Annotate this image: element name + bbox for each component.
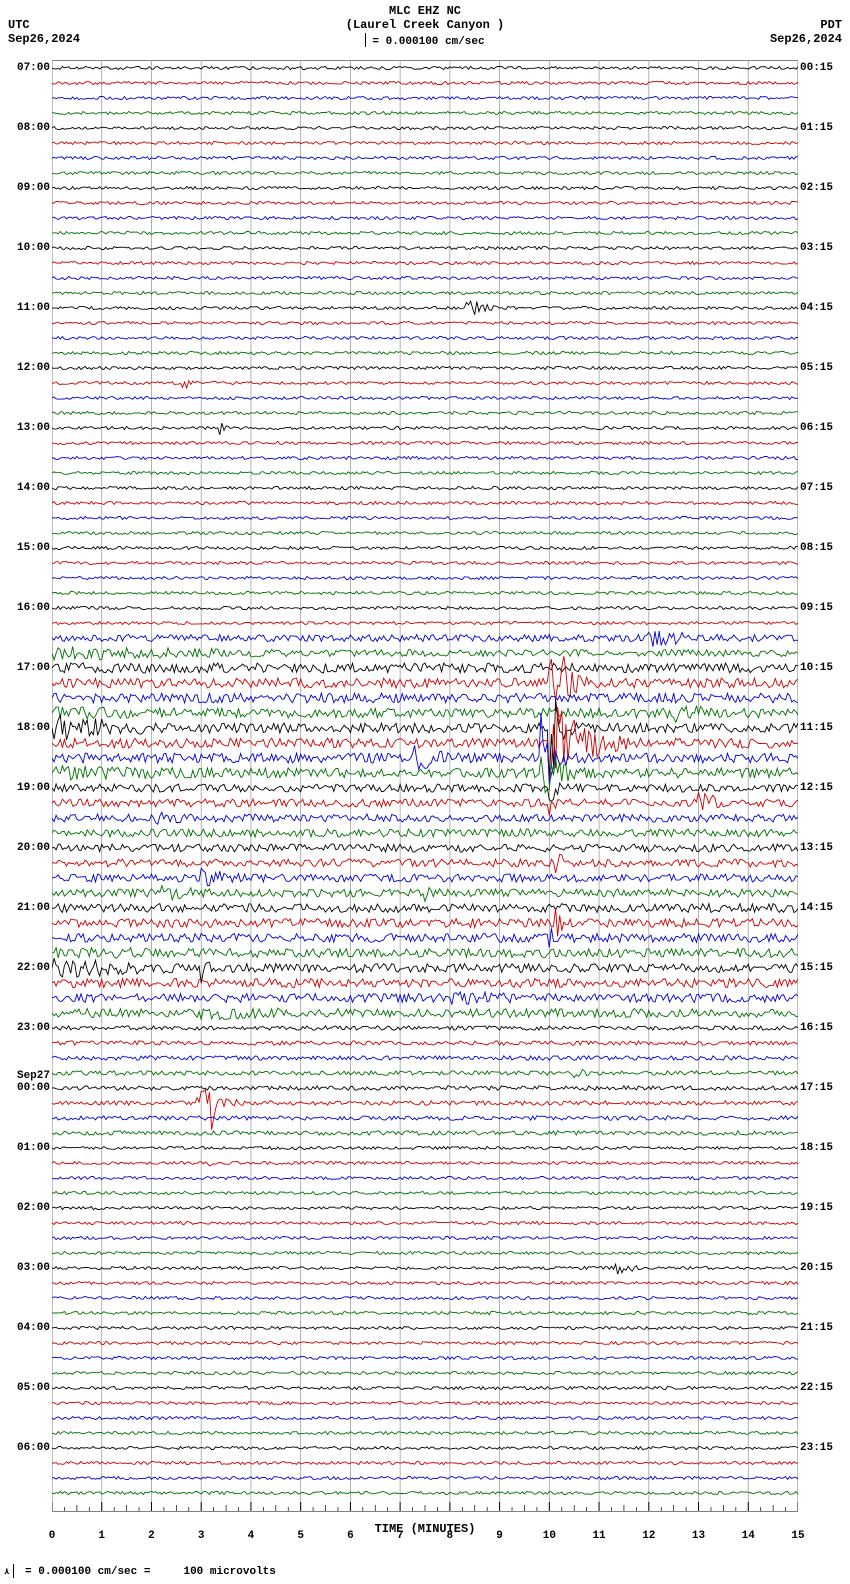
time-label-left: 00:00 [2,1082,50,1094]
time-label-left: 05:00 [2,1382,50,1394]
xtick-label: 8 [447,1530,454,1542]
time-label-right: 08:15 [800,542,848,554]
date-right: Sep26,2024 [770,32,842,46]
day-rollover-label: Sep27 [2,1070,50,1082]
xtick-label: 6 [347,1530,354,1542]
time-label-left: 22:00 [2,962,50,974]
time-label-right: 10:15 [800,662,848,674]
xtick-label: 15 [791,1530,804,1542]
scale-text: = 0.000100 cm/sec [372,36,484,48]
time-label-right: 02:15 [800,182,848,194]
time-label-right: 13:15 [800,842,848,854]
time-label-left: 16:00 [2,602,50,614]
footer-scale: ⋏ = 0.000100 cm/sec = 100 microvolts [4,1564,276,1578]
time-label-left: 15:00 [2,542,50,554]
time-label-left: 17:00 [2,662,50,674]
seismogram-plot [52,60,798,1512]
tz-right: PDT [820,18,842,32]
xtick-label: 4 [248,1530,255,1542]
time-label-left: 02:00 [2,1202,50,1214]
time-label-left: 04:00 [2,1322,50,1334]
time-label-right: 20:15 [800,1262,848,1274]
time-label-right: 04:15 [800,302,848,314]
time-label-left: 19:00 [2,782,50,794]
time-label-right: 14:15 [800,902,848,914]
time-label-left: 11:00 [2,302,50,314]
time-label-right: 12:15 [800,782,848,794]
xtick-label: 2 [148,1530,155,1542]
time-label-right: 05:15 [800,362,848,374]
time-label-right: 23:15 [800,1442,848,1454]
xtick-label: 14 [742,1530,755,1542]
xtick-label: 1 [98,1530,105,1542]
footer-text-1: = 0.000100 cm/sec = [25,1566,150,1578]
station-id: MLC EHZ NC [0,4,850,18]
time-label-left: 23:00 [2,1022,50,1034]
time-label-left: 10:00 [2,242,50,254]
time-label-right: 22:15 [800,1382,848,1394]
date-left: Sep26,2024 [8,32,80,46]
time-label-left: 13:00 [2,422,50,434]
time-label-right: 01:15 [800,122,848,134]
xtick-label: 12 [642,1530,655,1542]
xtick-label: 10 [543,1530,556,1542]
time-label-left: 14:00 [2,482,50,494]
time-label-left: 12:00 [2,362,50,374]
tz-left: UTC [8,18,30,32]
time-label-right: 18:15 [800,1142,848,1154]
footer-text-2: 100 microvolts [183,1566,275,1578]
time-label-left: 01:00 [2,1142,50,1154]
station-name: (Laurel Creek Canyon ) [0,18,850,32]
xtick-label: 13 [692,1530,705,1542]
xtick-label: 0 [49,1530,56,1542]
xaxis: 0123456789101112131415 [52,1524,798,1554]
scale-indicator: = 0.000100 cm/sec [0,34,850,48]
time-label-right: 21:15 [800,1322,848,1334]
xtick-label: 3 [198,1530,205,1542]
time-label-right: 16:15 [800,1022,848,1034]
time-label-left: 18:00 [2,722,50,734]
xtick-label: 11 [592,1530,605,1542]
time-label-right: 00:15 [800,62,848,74]
time-label-right: 09:15 [800,602,848,614]
xtick-label: 5 [297,1530,304,1542]
time-label-right: 15:15 [800,962,848,974]
time-label-right: 17:15 [800,1082,848,1094]
time-label-right: 19:15 [800,1202,848,1214]
time-label-right: 07:15 [800,482,848,494]
time-label-left: 07:00 [2,62,50,74]
time-label-right: 03:15 [800,242,848,254]
time-label-right: 11:15 [800,722,848,734]
time-label-left: 06:00 [2,1442,50,1454]
xtick-label: 7 [397,1530,404,1542]
time-label-left: 09:00 [2,182,50,194]
time-label-right: 06:15 [800,422,848,434]
xtick-label: 9 [496,1530,503,1542]
time-label-left: 21:00 [2,902,50,914]
time-label-left: 03:00 [2,1262,50,1274]
time-label-left: 08:00 [2,122,50,134]
time-label-left: 20:00 [2,842,50,854]
